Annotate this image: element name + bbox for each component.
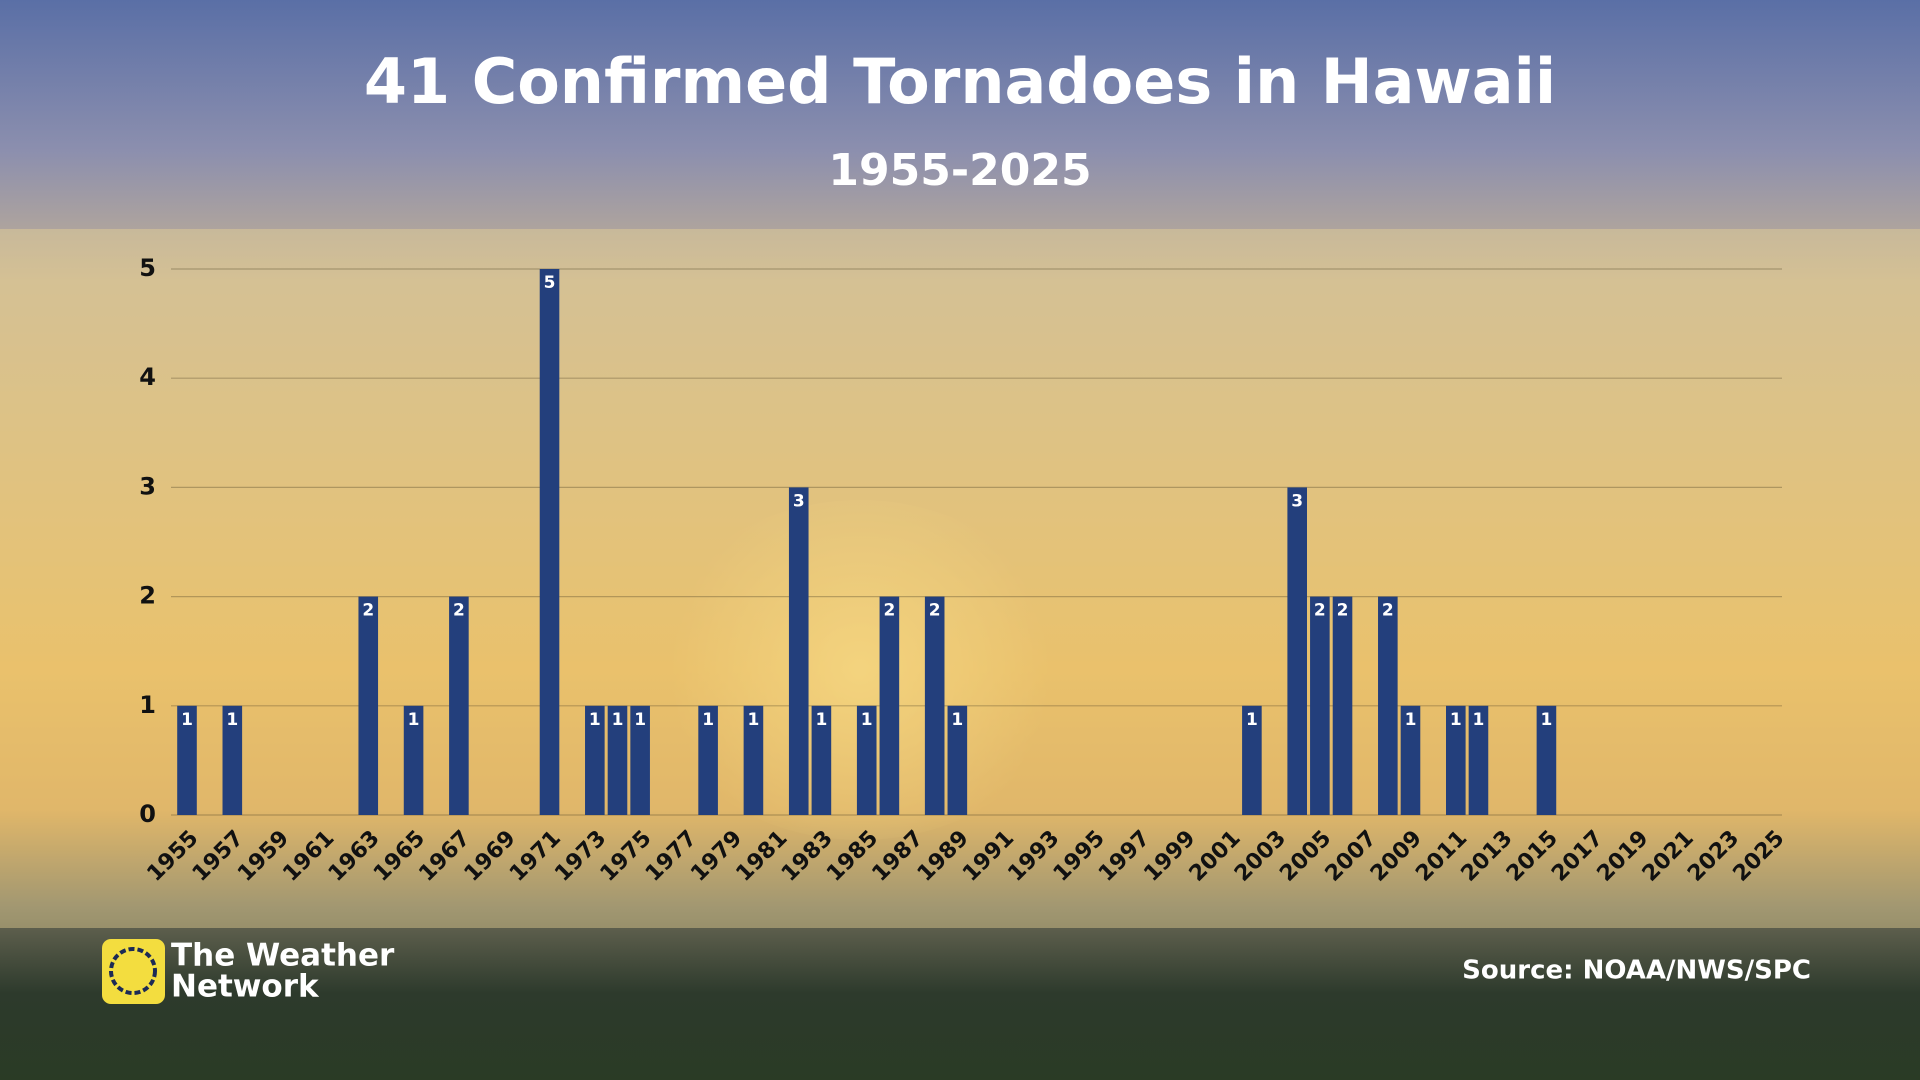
brand-line: Network (171, 969, 320, 1005)
bar (1310, 596, 1330, 815)
plot-band (0, 229, 1920, 928)
data-label: 1 (951, 710, 963, 730)
brand-line: The Weather (171, 938, 395, 974)
bar (1446, 705, 1466, 815)
y-tick-label: 1 (139, 691, 156, 719)
data-label: 1 (861, 710, 873, 730)
bar (449, 596, 469, 815)
data-label: 3 (793, 491, 805, 511)
data-label: 2 (929, 601, 941, 621)
bar (1400, 705, 1421, 815)
bar (788, 487, 809, 815)
data-label: 5 (544, 273, 556, 293)
bar (1468, 705, 1489, 815)
data-label: 2 (1337, 601, 1349, 621)
bar (1287, 487, 1307, 815)
data-label: 1 (815, 710, 827, 730)
bar (856, 705, 877, 815)
data-label: 1 (702, 710, 714, 730)
data-label: 1 (408, 710, 420, 730)
bar (630, 705, 650, 815)
data-label: 1 (226, 710, 238, 730)
y-tick-label: 0 (139, 800, 156, 828)
y-tick-label: 2 (139, 582, 156, 610)
bar (811, 705, 832, 815)
data-label: 1 (748, 710, 760, 730)
bar (947, 705, 968, 815)
bar (879, 596, 900, 815)
logo: The Weather Network (102, 938, 395, 1005)
bar (585, 705, 605, 815)
data-label: 1 (181, 710, 193, 730)
data-label: 1 (612, 710, 624, 730)
data-label: 1 (1541, 710, 1553, 730)
bar (539, 269, 560, 815)
data-label: 2 (453, 601, 465, 621)
source: Source: NOAA/NWS/SPC (1462, 956, 1811, 986)
data-label: 3 (1291, 491, 1303, 511)
bar (403, 705, 424, 815)
data-label: 2 (362, 601, 374, 621)
y-tick-label: 5 (139, 254, 156, 282)
data-label: 1 (1246, 710, 1258, 730)
bar (1242, 705, 1262, 815)
bar (698, 705, 718, 815)
data-label: 1 (589, 710, 601, 730)
data-label: 2 (1314, 601, 1326, 621)
bar (1378, 596, 1398, 815)
y-tick-label: 4 (139, 363, 156, 391)
bar (177, 705, 197, 815)
bar (358, 596, 379, 815)
bar (1536, 705, 1557, 815)
bar (222, 705, 243, 815)
bar (743, 705, 764, 815)
data-label: 2 (1382, 601, 1394, 621)
bar (607, 705, 628, 815)
chart-subtitle: 1955-2025 (828, 145, 1091, 196)
data-label: 1 (634, 710, 646, 730)
data-label: 2 (883, 601, 895, 621)
data-label: 1 (1473, 710, 1485, 730)
bar (924, 596, 945, 815)
data-label: 1 (1405, 710, 1417, 730)
logo-globe (109, 947, 157, 995)
chart-title: 41 Confirmed Tornadoes in Hawaii (364, 45, 1556, 118)
y-tick-label: 3 (139, 472, 156, 500)
bar (1332, 596, 1353, 815)
data-label: 1 (1450, 710, 1462, 730)
